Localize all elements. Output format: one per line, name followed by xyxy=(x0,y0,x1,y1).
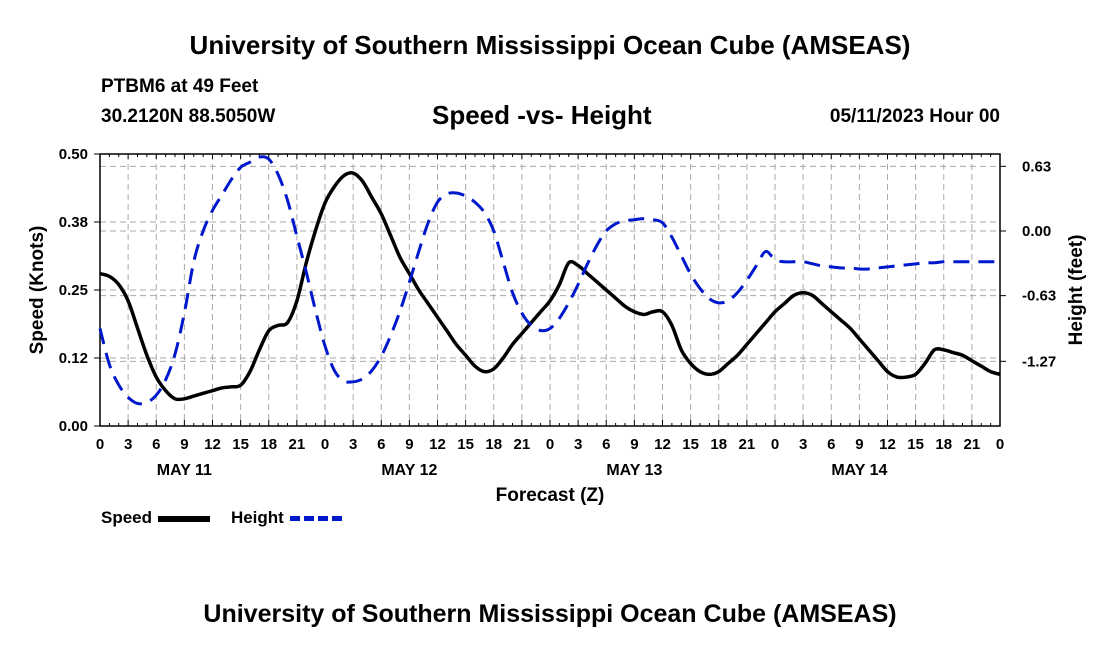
x-tick-label: 12 xyxy=(204,436,221,453)
y2-axis-title: Height (feet) xyxy=(1066,235,1087,346)
x-tick-label: 15 xyxy=(457,436,474,453)
y2-tick-label: 0.00 xyxy=(1022,223,1051,240)
x-tick-label: 3 xyxy=(349,436,357,453)
x-tick-label: 3 xyxy=(574,436,582,453)
x-tick-label: 21 xyxy=(964,436,981,453)
x-tick-label: 15 xyxy=(907,436,924,453)
x-tick-label: 9 xyxy=(630,436,638,453)
x-tick-label: 0 xyxy=(321,436,329,453)
legend-swatch-height xyxy=(290,516,343,522)
top-title: University of Southern Mississippi Ocean… xyxy=(189,30,911,60)
x-tick-label: 3 xyxy=(124,436,132,453)
chart-title: Speed -vs- Height xyxy=(432,100,652,130)
coordinates-label: 30.2120N 88.5050W xyxy=(101,106,276,127)
series-line-speed xyxy=(99,171,1001,402)
x-tick-label: 9 xyxy=(405,436,413,453)
chart-svg: 0 3 6 9 12 15 18 21 0 3 6 9 12 15 18 21 0 3 6 9 12 15 18 21 0 3 6 9… xyxy=(27,146,1087,506)
x-tick-label: 12 xyxy=(429,436,446,453)
x-tick-label: 3 xyxy=(799,436,807,453)
plot-frame xyxy=(99,153,1001,427)
y-tick-label: 0.38 xyxy=(59,214,88,231)
x-tick-label: 6 xyxy=(377,436,385,453)
bottom-title: University of Southern Mississippi Ocean… xyxy=(203,600,897,628)
day-label: MAY 12 xyxy=(381,462,437,479)
x-tick-label: 18 xyxy=(260,436,277,453)
y-tick-label: 0.25 xyxy=(59,282,88,299)
x-tick-label: 6 xyxy=(152,436,160,453)
x-tick-label: 0 xyxy=(771,436,779,453)
legend: Speed Height xyxy=(101,508,343,528)
x-tick-label: 9 xyxy=(855,436,863,453)
date-label: 05/11/2023 Hour 00 xyxy=(829,106,1000,127)
y-axis-title: Speed (Knots) xyxy=(27,226,48,355)
x-tick-label: 21 xyxy=(739,436,756,453)
x-tick-label: 18 xyxy=(935,436,952,453)
y2-tick-label: -0.63 xyxy=(1022,288,1056,305)
x-tick-label: 18 xyxy=(485,436,502,453)
x-tick-label: 21 xyxy=(289,436,306,453)
y-tick-label: 0.50 xyxy=(59,146,88,163)
day-label: MAY 13 xyxy=(606,462,662,479)
day-label: MAY 11 xyxy=(157,462,212,479)
legend-label-height: Height xyxy=(230,508,284,527)
legend-label-speed: Speed xyxy=(101,508,153,527)
series-line-height xyxy=(98,155,1000,406)
x-axis-title: Forecast (Z) xyxy=(496,485,605,506)
x-tick-label: 0 xyxy=(996,436,1004,453)
x-tick-label: 9 xyxy=(180,436,188,453)
x-tick-label: 12 xyxy=(879,436,896,453)
day-label: MAY 14 xyxy=(831,462,887,479)
legend-swatch-speed xyxy=(158,515,211,522)
station-label: PTBM6 at 49 Feet xyxy=(101,76,259,97)
y-tick-label: 0.12 xyxy=(59,350,88,367)
x-tick-label: 0 xyxy=(96,436,104,453)
x-tick-label: 15 xyxy=(232,436,249,453)
x-tick-label: 21 xyxy=(514,436,531,453)
y2-tick-label: 0.63 xyxy=(1022,158,1051,175)
y-tick-label: 0.00 xyxy=(59,418,88,435)
x-tick-label: 18 xyxy=(710,436,727,453)
x-tick-label: 6 xyxy=(827,436,835,453)
x-tick-label: 15 xyxy=(682,436,699,453)
x-tick-label: 6 xyxy=(602,436,610,453)
y2-tick-label: -1.27 xyxy=(1022,353,1056,370)
x-tick-label: 12 xyxy=(654,436,671,453)
x-tick-label: 0 xyxy=(546,436,554,453)
